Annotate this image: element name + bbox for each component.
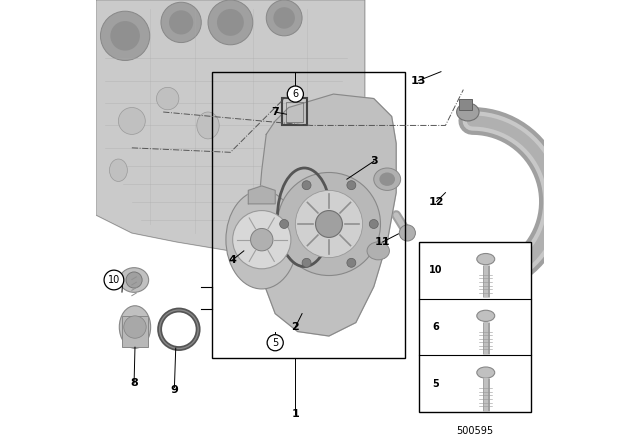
Text: 500595: 500595 (456, 426, 493, 435)
Circle shape (399, 225, 415, 241)
Polygon shape (96, 0, 365, 251)
Ellipse shape (226, 190, 298, 289)
Text: 8: 8 (130, 378, 138, 388)
Circle shape (278, 172, 380, 276)
Polygon shape (257, 94, 396, 336)
Circle shape (347, 258, 356, 267)
Circle shape (161, 2, 201, 43)
Ellipse shape (380, 172, 395, 186)
Ellipse shape (456, 103, 479, 121)
Text: 10: 10 (429, 265, 442, 275)
Circle shape (266, 0, 302, 36)
Circle shape (302, 181, 311, 190)
Text: 5: 5 (272, 338, 278, 348)
Ellipse shape (477, 310, 495, 322)
Circle shape (217, 9, 244, 36)
Text: 12: 12 (429, 197, 444, 207)
Circle shape (110, 21, 140, 51)
Bar (459, 99, 472, 110)
Ellipse shape (477, 254, 495, 265)
Circle shape (316, 211, 342, 237)
Ellipse shape (109, 159, 127, 181)
Bar (282, 99, 307, 125)
Ellipse shape (119, 306, 150, 349)
Circle shape (233, 211, 291, 269)
Text: 4: 4 (228, 255, 237, 265)
Ellipse shape (367, 242, 390, 260)
Text: 7: 7 (271, 107, 279, 117)
Text: 3: 3 (370, 156, 378, 166)
Ellipse shape (118, 108, 145, 134)
Ellipse shape (157, 87, 179, 110)
Text: 6: 6 (292, 89, 298, 99)
Circle shape (104, 270, 124, 290)
Text: 13: 13 (411, 76, 426, 86)
Text: 9: 9 (170, 385, 179, 395)
Bar (285, 102, 303, 122)
Ellipse shape (197, 112, 219, 139)
Circle shape (273, 7, 295, 29)
Circle shape (169, 10, 193, 34)
Circle shape (267, 335, 284, 351)
Circle shape (280, 220, 289, 228)
Text: 2: 2 (291, 322, 300, 332)
Circle shape (347, 181, 356, 190)
Ellipse shape (374, 168, 401, 190)
Text: 6: 6 (432, 322, 439, 332)
Bar (122, 316, 148, 347)
Circle shape (369, 220, 378, 228)
Polygon shape (248, 186, 275, 204)
Circle shape (208, 0, 253, 45)
Circle shape (126, 272, 142, 288)
Circle shape (287, 86, 303, 102)
Circle shape (124, 316, 146, 338)
Bar (212, 72, 405, 358)
Circle shape (296, 190, 363, 258)
Text: 11: 11 (375, 237, 390, 247)
Text: 5: 5 (432, 379, 439, 389)
Circle shape (302, 258, 311, 267)
Circle shape (251, 228, 273, 251)
Circle shape (100, 11, 150, 60)
Ellipse shape (477, 367, 495, 378)
Bar (419, 242, 531, 412)
Text: 10: 10 (108, 275, 120, 285)
Text: 1: 1 (291, 409, 300, 419)
Ellipse shape (120, 268, 148, 293)
